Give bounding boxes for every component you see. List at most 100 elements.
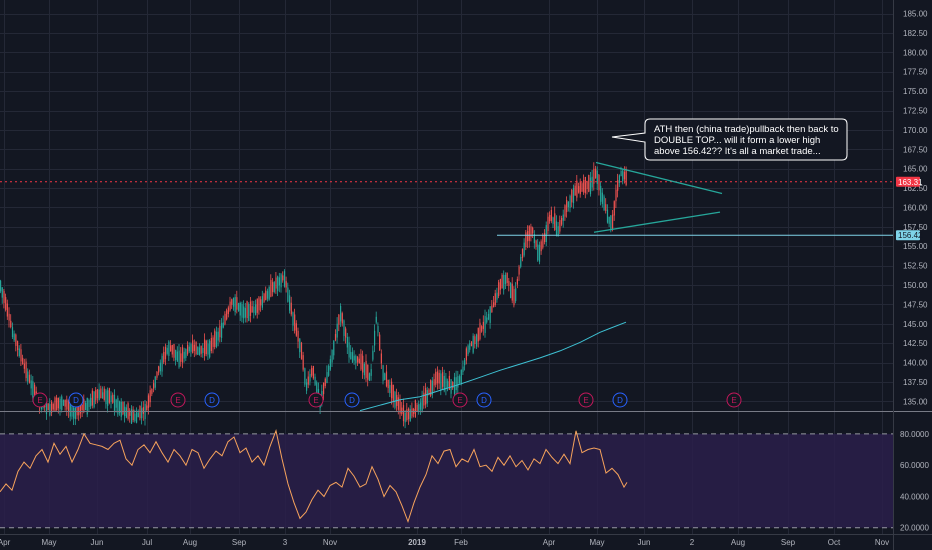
candle-body <box>210 337 212 351</box>
candle-body <box>195 341 197 355</box>
candle-body <box>542 235 544 248</box>
candle-body <box>538 244 541 262</box>
candle-body <box>598 174 600 191</box>
candle-body <box>460 370 462 384</box>
candle-body <box>23 363 25 369</box>
current-price-tag: 163.31 <box>896 176 923 187</box>
candle-body <box>530 226 532 238</box>
candle-body <box>192 340 194 353</box>
candle-body <box>370 369 372 376</box>
time-tick-label: Apr <box>543 538 556 547</box>
candle-body <box>416 404 418 412</box>
candle-body <box>392 384 394 402</box>
candle-body <box>506 273 508 283</box>
candle-body <box>25 361 27 379</box>
candle-body <box>130 408 133 424</box>
dividend-marker[interactable]: D <box>68 392 84 408</box>
candle-body <box>297 330 299 342</box>
candle-body <box>64 399 66 407</box>
candle-body <box>49 404 51 416</box>
earnings-marker[interactable]: E <box>308 392 324 408</box>
candle-body <box>241 304 243 318</box>
earnings-marker[interactable]: E <box>32 392 48 408</box>
candle-body <box>98 389 100 400</box>
candle-body <box>481 326 483 332</box>
candle-body <box>459 376 461 384</box>
earnings-marker[interactable]: E <box>452 392 468 408</box>
candle-body <box>54 397 56 413</box>
candle-body <box>15 334 17 346</box>
time-tick-label: May <box>41 538 56 547</box>
candle-body <box>620 170 622 177</box>
candle-body <box>549 215 551 222</box>
candle-body <box>251 306 253 313</box>
candle-body <box>6 303 8 317</box>
current-price-value: 163.31 <box>898 178 923 187</box>
candle-body <box>567 201 569 208</box>
annotation-callout[interactable]: ATH then (china trade)pullback then back… <box>611 118 848 161</box>
candle-body <box>178 350 180 368</box>
candle-body <box>129 410 131 416</box>
candle-body <box>355 356 357 364</box>
earnings-marker[interactable]: E <box>578 392 594 408</box>
candle-body <box>336 323 338 338</box>
trendline[interactable] <box>595 161 723 195</box>
dividend-marker[interactable]: D <box>204 392 220 408</box>
candle-body <box>142 407 144 414</box>
candle-body <box>617 180 619 191</box>
event-label: E <box>457 396 462 405</box>
candle-body <box>56 397 58 411</box>
event-label: E <box>175 396 180 405</box>
candle-body <box>562 214 564 221</box>
candle-body <box>248 304 250 321</box>
candle-body <box>10 320 12 327</box>
dividend-marker[interactable]: D <box>476 392 492 408</box>
candle-body <box>593 168 595 184</box>
candle-body <box>272 282 274 293</box>
earnings-marker[interactable]: E <box>726 392 742 408</box>
dividend-marker[interactable]: D <box>612 392 628 408</box>
candle-body <box>163 351 165 363</box>
candle-body <box>484 316 486 333</box>
candle-body <box>219 325 221 338</box>
earnings-marker[interactable]: E <box>170 392 186 408</box>
candle-body <box>139 405 141 419</box>
candle-body <box>584 177 586 194</box>
candle-body <box>180 353 182 362</box>
trendline[interactable] <box>593 211 721 233</box>
candle-body <box>472 335 474 353</box>
candle-body <box>176 351 178 362</box>
candle-body <box>69 403 71 417</box>
candle-body <box>214 330 216 348</box>
candle-body <box>467 345 469 355</box>
candle-body <box>295 323 297 336</box>
time-tick-label: Apr <box>0 538 11 547</box>
candle-body <box>266 291 269 299</box>
price-tick-label: 147.50 <box>903 300 928 309</box>
event-label: D <box>209 396 215 405</box>
candle-body <box>491 305 493 313</box>
candle-body <box>552 217 554 224</box>
candle-body <box>17 341 19 351</box>
candle-body <box>486 317 488 323</box>
time-axis: Apr May Jun Jul Aug Sep 3 Nov 2019 Feb Apr May Jun 2 A… <box>0 538 889 547</box>
candle-body <box>409 409 411 422</box>
candle-body <box>618 175 620 183</box>
event-label: D <box>617 396 623 405</box>
rsi-axis: 80.0000 60.0000 40.0000 20.0000 <box>900 430 929 533</box>
dividend-marker[interactable]: D <box>344 392 360 408</box>
price-tick-label: 172.50 <box>903 107 928 116</box>
candle-body <box>280 274 282 288</box>
candle-body <box>430 380 432 396</box>
price-tick-label: 165.00 <box>903 165 928 174</box>
candle-body <box>382 365 384 382</box>
candle-body <box>341 313 343 324</box>
candle-body <box>86 397 88 415</box>
price-tick-label: 160.00 <box>903 203 928 212</box>
candle-body <box>183 351 185 359</box>
candle-body <box>503 274 505 290</box>
candle-body <box>554 213 556 230</box>
candle-body <box>462 366 464 373</box>
